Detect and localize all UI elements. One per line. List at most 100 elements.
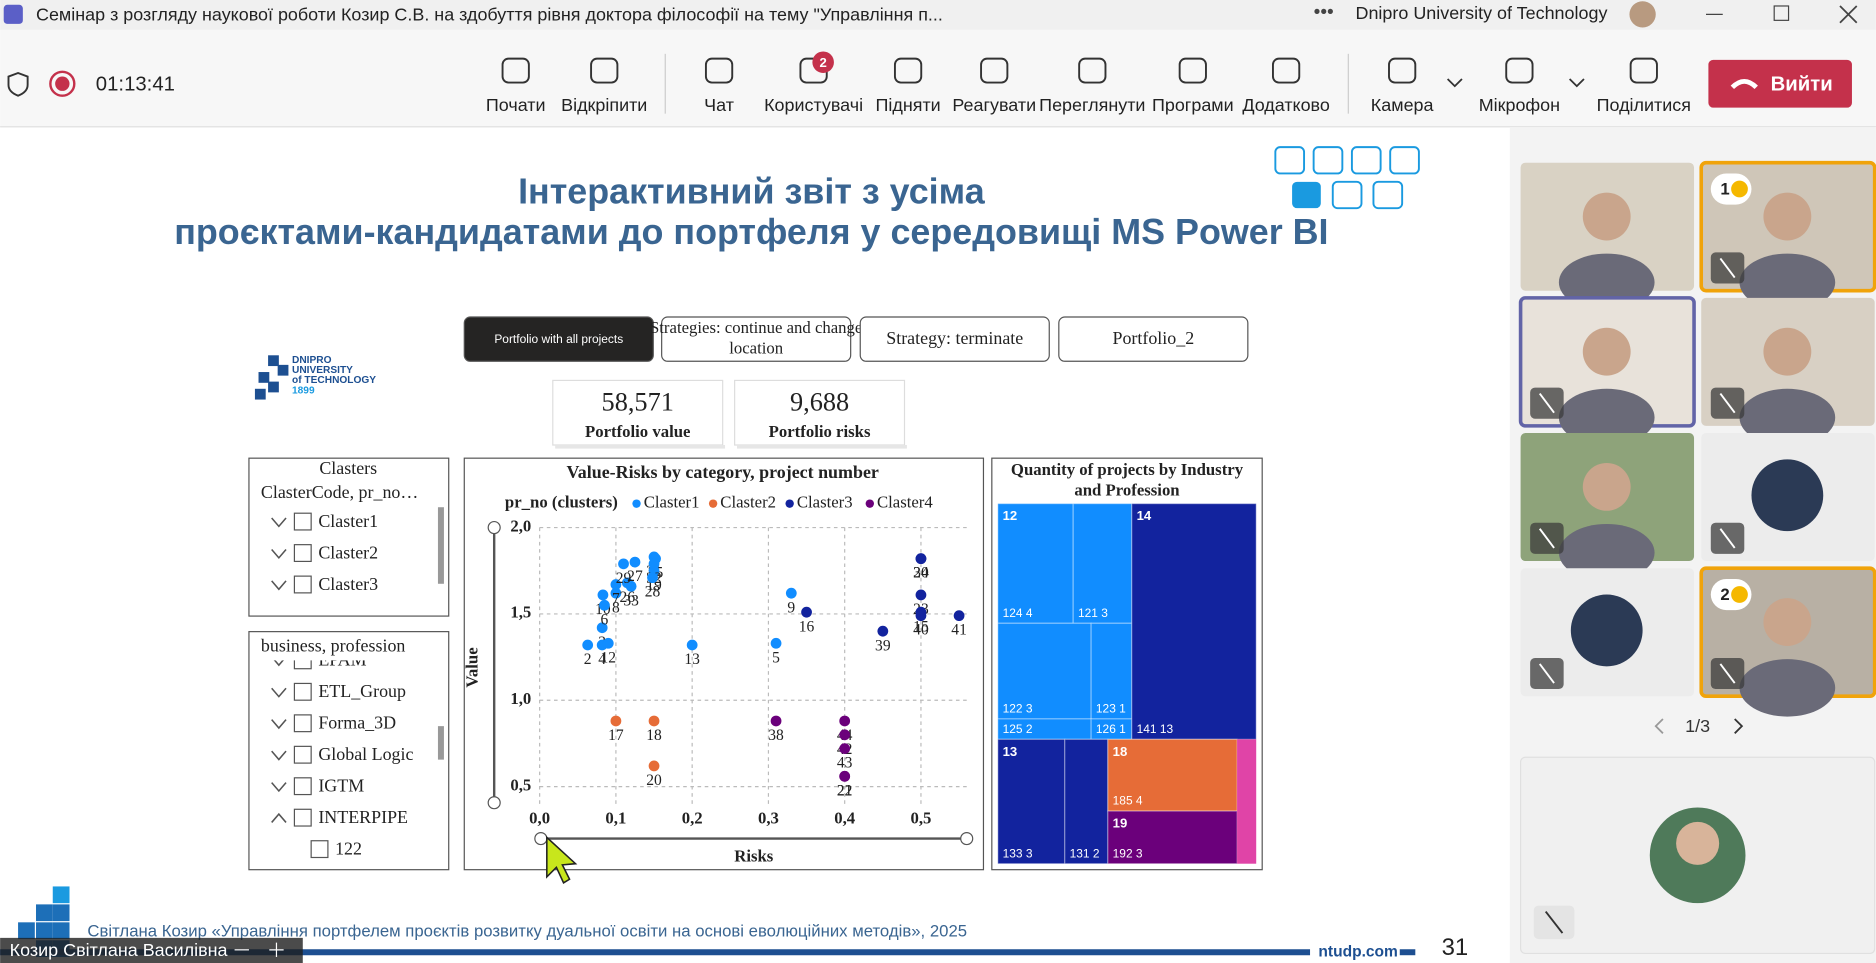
- checkbox[interactable]: [310, 840, 329, 859]
- button-label[interactable]: Підняти: [875, 95, 940, 115]
- slicer-item[interactable]: Claster1: [318, 511, 378, 531]
- camera-dropdown[interactable]: [1446, 78, 1463, 88]
- scatter-point[interactable]: [610, 579, 622, 590]
- toolbar-button[interactable]: Відкріпити: [561, 57, 647, 116]
- legend-label[interactable]: Claster1: [644, 492, 700, 511]
- chevron[interactable]: [271, 548, 287, 560]
- button-label[interactable]: Камера: [1371, 95, 1434, 115]
- button-label[interactable]: Переглянути: [1039, 95, 1145, 115]
- button-label[interactable]: Програми: [1152, 95, 1234, 115]
- participant-tile[interactable]: 2: [1699, 566, 1876, 717]
- button-label[interactable]: Чат: [704, 95, 734, 115]
- scatter-point[interactable]: [801, 606, 812, 618]
- participant-tile[interactable]: [1520, 162, 1695, 312]
- scatter-point[interactable]: [648, 760, 660, 772]
- chevron[interactable]: [271, 719, 287, 730]
- slicer-item[interactable]: IGTM: [318, 775, 364, 795]
- participant-tile[interactable]: [1518, 296, 1696, 447]
- slicer-item[interactable]: EPAM: [318, 650, 366, 670]
- tab-label[interactable]: Strategies: continue and change location: [650, 318, 862, 357]
- scatter-point[interactable]: [953, 610, 965, 622]
- scatter-point[interactable]: [839, 715, 851, 727]
- checkbox[interactable]: [293, 544, 312, 563]
- slicer-item[interactable]: Global Logic: [318, 744, 413, 764]
- toolbar-button[interactable]: Додатково: [1242, 57, 1330, 116]
- treemap-cell[interactable]: [997, 622, 1092, 720]
- checkbox[interactable]: [293, 682, 312, 701]
- scatter-point[interactable]: [770, 637, 782, 649]
- toolbar-button[interactable]: Реагувати: [952, 57, 1036, 116]
- tab-button[interactable]: [1058, 316, 1249, 362]
- legend-label[interactable]: Claster4: [877, 492, 933, 511]
- pager-next[interactable]: [1734, 718, 1744, 734]
- toolbar-button[interactable]: Камера: [1371, 57, 1434, 116]
- slicer-item[interactable]: 122: [335, 838, 362, 858]
- scatter-point[interactable]: [597, 589, 609, 601]
- button-label[interactable]: Додатково: [1242, 95, 1330, 115]
- toolbar-button[interactable]: Чат: [704, 57, 734, 116]
- pager-prev[interactable]: [1654, 718, 1664, 734]
- tab-button[interactable]: [661, 316, 852, 362]
- checkbox[interactable]: [293, 652, 312, 670]
- mic-dropdown[interactable]: [1568, 78, 1585, 88]
- toolbar-button[interactable]: Поділитися: [1597, 57, 1691, 116]
- tab-button[interactable]: [463, 316, 654, 362]
- tab-button[interactable]: [859, 316, 1050, 362]
- slicer-item[interactable]: Forma_3D: [318, 713, 396, 733]
- scatter-point[interactable]: [785, 587, 797, 599]
- button-label[interactable]: Відкріпити: [561, 95, 647, 115]
- scatter-point[interactable]: [839, 743, 851, 755]
- scatter-point[interactable]: [629, 556, 641, 568]
- leave-button[interactable]: [1708, 59, 1852, 108]
- participant-tile[interactable]: [1520, 433, 1695, 582]
- treemap-cell[interactable]: [1090, 622, 1133, 720]
- scatter-point[interactable]: [610, 587, 622, 599]
- scatter-point[interactable]: [686, 639, 698, 651]
- treemap-cell[interactable]: [1131, 503, 1257, 740]
- leave-label[interactable]: Вийти: [1771, 73, 1833, 95]
- tab-label[interactable]: Portfolio with all projects: [494, 332, 623, 346]
- close[interactable]: [1839, 5, 1858, 24]
- chevron[interactable]: [271, 517, 287, 528]
- scatter-point[interactable]: [915, 610, 927, 622]
- scatter-point[interactable]: [602, 637, 614, 649]
- checkbox[interactable]: [293, 575, 312, 594]
- scatter-point[interactable]: [610, 715, 622, 727]
- toolbar-button[interactable]: Підняти: [875, 57, 941, 116]
- scatter-point[interactable]: [839, 770, 851, 782]
- checkbox[interactable]: [293, 777, 312, 796]
- chevron[interactable]: [271, 812, 287, 823]
- slider-handle[interactable]: [487, 520, 501, 535]
- scatter-point[interactable]: [648, 715, 660, 727]
- slicer-item[interactable]: Claster2: [318, 542, 378, 562]
- scatter-point[interactable]: [648, 558, 660, 570]
- legend-label[interactable]: Claster3: [797, 492, 853, 511]
- participant-tile[interactable]: [1520, 568, 1695, 697]
- participant-tile[interactable]: [1701, 297, 1875, 447]
- scatter-point[interactable]: [618, 558, 629, 570]
- slider-handle[interactable]: [960, 832, 974, 846]
- treemap-cell[interactable]: [1107, 810, 1238, 865]
- toolbar-button[interactable]: Мікрофон: [1479, 57, 1560, 116]
- button-label[interactable]: Почати: [486, 95, 546, 115]
- treemap-cell[interactable]: [1237, 739, 1257, 864]
- slicer-item[interactable]: ETL_Group: [318, 681, 406, 701]
- button-label[interactable]: Мікрофон: [1479, 95, 1560, 115]
- chevron[interactable]: [271, 687, 287, 698]
- scatter-point[interactable]: [647, 572, 658, 584]
- chevron[interactable]: [272, 657, 286, 667]
- toolbar-button[interactable]: Переглянути: [1039, 57, 1145, 116]
- chevron[interactable]: [271, 750, 287, 761]
- tab-label[interactable]: Strategy: terminate: [886, 328, 1023, 348]
- button-label[interactable]: Користувачі: [764, 95, 863, 115]
- checkbox[interactable]: [293, 512, 312, 531]
- scatter-point[interactable]: [582, 639, 594, 651]
- maximize[interactable]: [1773, 5, 1790, 21]
- button-label[interactable]: Поділитися: [1597, 95, 1691, 115]
- treemap-cell[interactable]: [1064, 738, 1109, 865]
- slider-handle[interactable]: [534, 832, 548, 846]
- slicer-item[interactable]: Claster3: [318, 574, 378, 594]
- toolbar-button[interactable]: Почати: [486, 57, 546, 116]
- participant-tile[interactable]: [1701, 433, 1875, 562]
- checkbox[interactable]: [293, 745, 312, 764]
